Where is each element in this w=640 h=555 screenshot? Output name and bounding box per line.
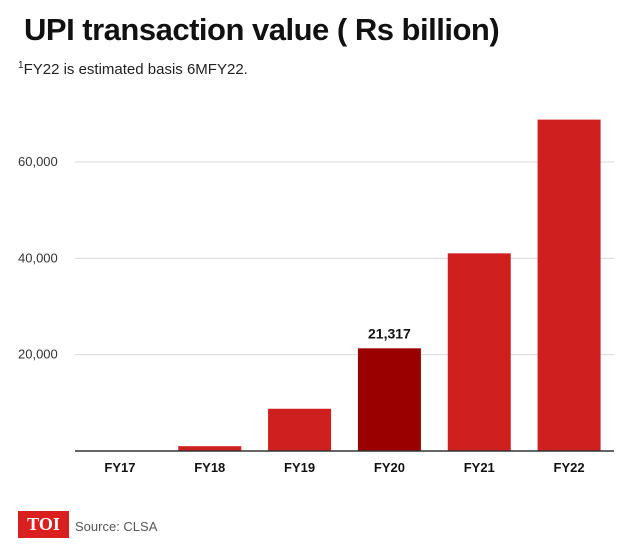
x-tick-label: FY18 <box>194 460 225 475</box>
bar-fy21 <box>447 253 511 451</box>
y-tick-label: 20,000 <box>18 347 58 362</box>
footnote-marker: 1 <box>18 60 24 71</box>
y-tick-label: 40,000 <box>18 250 58 265</box>
footnote: 1FY22 is estimated basis 6MFY22. <box>18 60 248 78</box>
footnote-text: FY22 is estimated basis 6MFY22. <box>23 61 248 78</box>
x-tick-label: FY17 <box>104 460 135 475</box>
x-tick-label: FY20 <box>374 460 405 475</box>
toi-logo: TOI <box>18 511 69 538</box>
bar-fy22 <box>537 119 601 451</box>
bar-fy18 <box>178 446 242 451</box>
data-label: 21,317 <box>368 325 411 341</box>
y-tick-label: 60,000 <box>18 154 58 169</box>
x-tick-label: FY22 <box>554 460 585 475</box>
source-text: Source: CLSA <box>75 519 158 534</box>
bar-fy20 <box>357 348 421 451</box>
chart-title: UPI transaction value ( Rs billion) <box>24 12 500 47</box>
x-tick-label: FY19 <box>284 460 315 475</box>
bar-fy19 <box>268 408 332 451</box>
x-tick-label: FY21 <box>464 460 495 475</box>
